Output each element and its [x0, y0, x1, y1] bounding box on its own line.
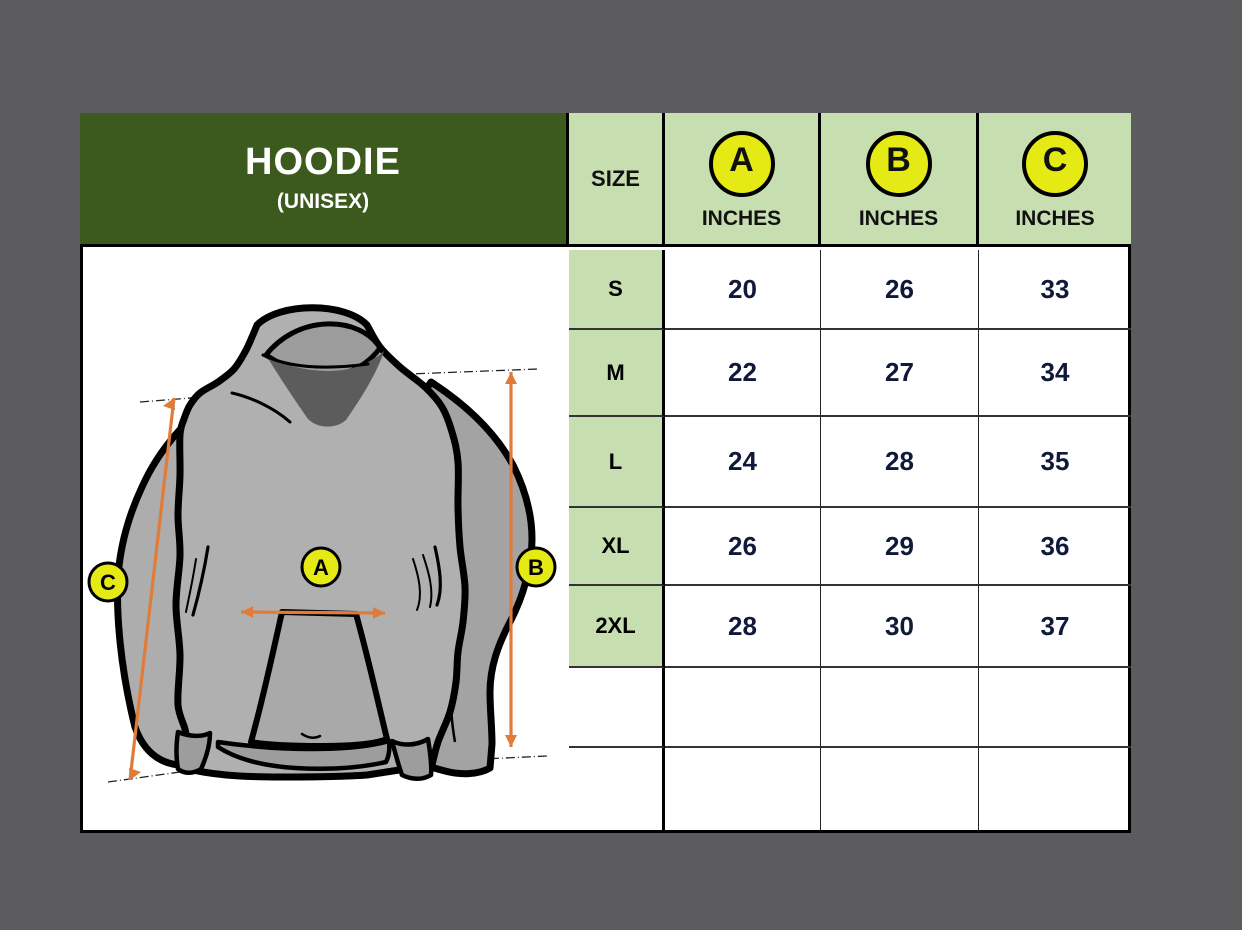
svg-text:B: B	[528, 555, 544, 580]
svg-text:C: C	[100, 570, 116, 595]
svg-text:A: A	[313, 555, 329, 580]
